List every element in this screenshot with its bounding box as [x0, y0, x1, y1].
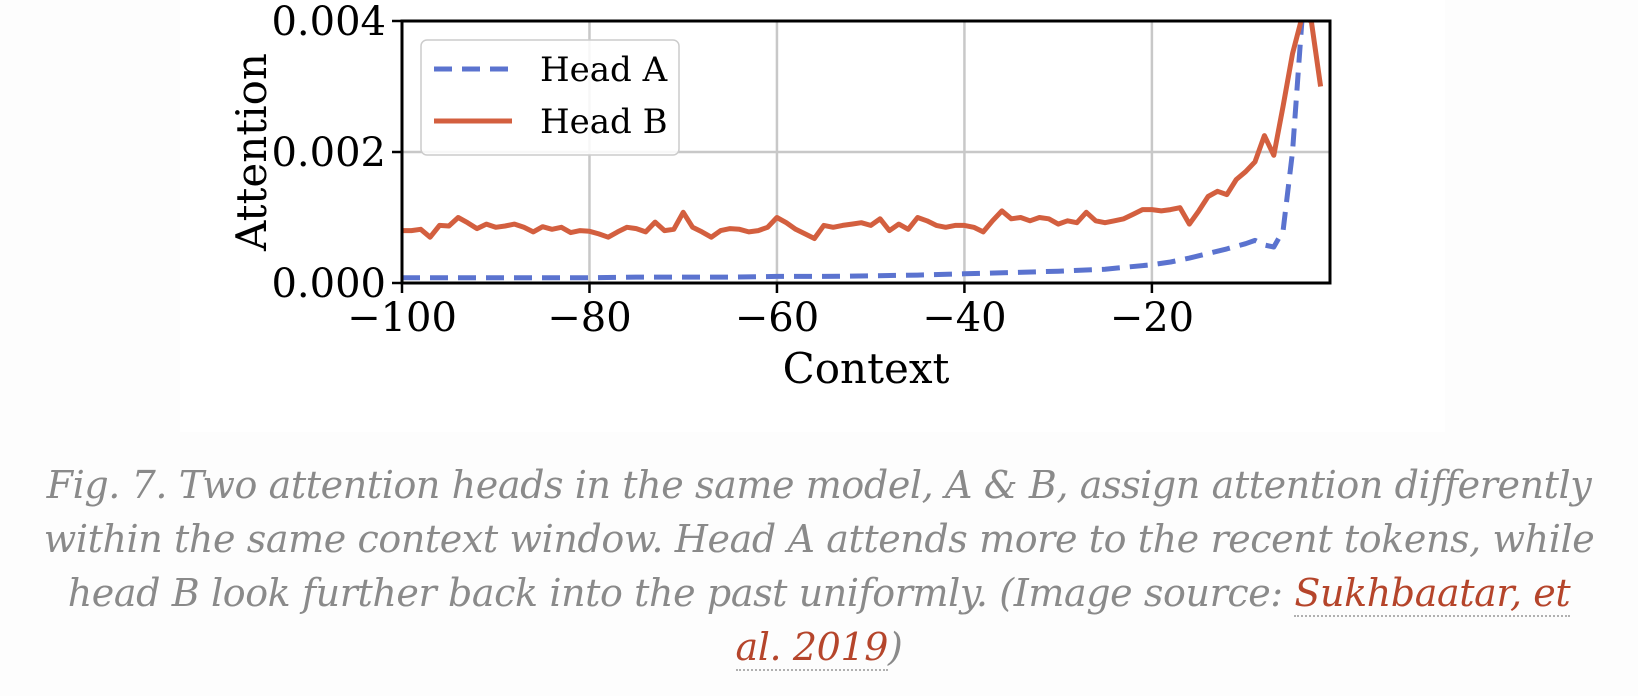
y-tick-label: 0.000 — [271, 261, 386, 307]
source-link[interactable]: Sukhbaatar, et al. 2019 — [735, 571, 1571, 671]
legend-label-head-a: Head A — [540, 50, 668, 90]
y-tick-label: 0.002 — [271, 130, 386, 176]
legend: Head A Head B — [420, 39, 680, 156]
x-tick-label: −40 — [922, 295, 1006, 341]
figure-caption: Fig. 7. Two attention heads in the same … — [40, 458, 1598, 674]
y-axis-label: Attention — [227, 53, 276, 252]
caption-text: Fig. 7. Two attention heads in the same … — [43, 463, 1595, 615]
axis-ticks: −100 −80 −60 −40 −20 0.000 0.002 0.004 — [271, 0, 1194, 341]
x-tick-label: −100 — [347, 295, 457, 341]
legend-label-head-b: Head B — [540, 102, 668, 142]
x-axis-label: Context — [783, 344, 950, 393]
x-tick-label: −80 — [547, 295, 631, 341]
series-lines — [402, 21, 1324, 281]
series-line-head-b — [402, 21, 1324, 241]
series-line-head-a — [402, 21, 1305, 281]
x-tick-label: −60 — [735, 295, 819, 341]
caption-closing: ) — [888, 625, 903, 669]
legend-box — [420, 39, 680, 156]
y-tick-label: 0.004 — [271, 0, 386, 45]
figure-panel: −100 −80 −60 −40 −20 0.000 0.002 0.004 Context … — [180, 0, 1445, 432]
x-tick-label: −20 — [1110, 295, 1194, 341]
